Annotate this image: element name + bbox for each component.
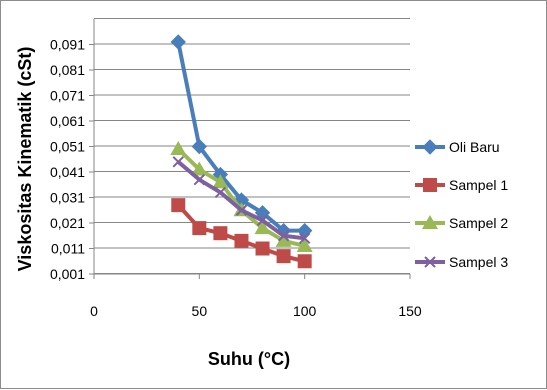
legend: Oli Baru Sampel 1 Sampel 2 Sampel 3 [415,139,508,270]
data-point [276,249,291,264]
legend-marker [422,139,438,155]
data-point [192,221,207,236]
data-point [234,233,249,248]
data-point [172,156,184,168]
data-point [296,237,313,252]
y-tick-label: 0,001 [50,266,85,282]
legend-item: Oli Baru [415,139,500,155]
y-tick-label: 0,091 [50,37,85,53]
legend-item: Sampel 1 [415,177,508,193]
y-tick-label: 0,071 [50,88,85,104]
series-sampel-1 [171,198,312,269]
data-point [170,141,187,156]
data-point [191,161,208,176]
y-tick-labels: 0,001 0,011 0,021 0,031 0,041 0,051 0,061 0,071… [50,37,85,283]
data-point [193,173,206,186]
legend-label: Oli Baru [449,139,500,155]
data-point [212,174,229,189]
y-tick-label: 0,081 [50,62,85,78]
legend-label: Sampel 2 [449,215,508,231]
legend-item: Sampel 3 [415,254,508,270]
x-tick-labels: 0 50 100 150 [90,303,422,319]
y-tick-label: 0,041 [50,164,85,180]
x-tick-label: 150 [398,303,422,319]
series-sampel-3 [172,156,311,245]
legend-label: Sampel 1 [449,177,508,193]
legend-label: Sampel 3 [449,254,508,270]
data-point [171,198,186,213]
data-point [297,254,312,269]
legend-item: Sampel 2 [415,215,508,231]
data-point [213,226,228,241]
x-tick-label: 0 [90,303,98,319]
data-point [254,220,271,235]
legend-marker [423,178,437,192]
y-tick-label: 0,061 [50,113,85,129]
data-point [296,222,313,239]
data-point [255,241,270,256]
legend-marker [424,256,436,268]
y-tick-label: 0,031 [50,190,85,206]
x-tick-label: 50 [192,303,208,319]
gridlines [94,18,410,274]
y-tick-label: 0,021 [50,215,85,231]
y-tick-label: 0,051 [50,139,85,155]
legend-marker [422,215,438,229]
data-point [170,34,186,50]
data-point [191,138,208,155]
data-point [277,230,290,242]
y-tick-label: 0,011 [51,241,85,257]
data-point [275,232,292,247]
x-axis-title: Suhu (°C) [208,349,290,369]
x-tick-label: 100 [293,303,317,319]
axes [89,19,411,279]
series-lines [170,34,313,269]
data-point [298,232,311,245]
data-point [256,214,269,227]
y-axis-title: Viskositas Kinematik (cSt) [15,47,35,272]
data-point [214,186,227,199]
data-point [235,204,248,216]
